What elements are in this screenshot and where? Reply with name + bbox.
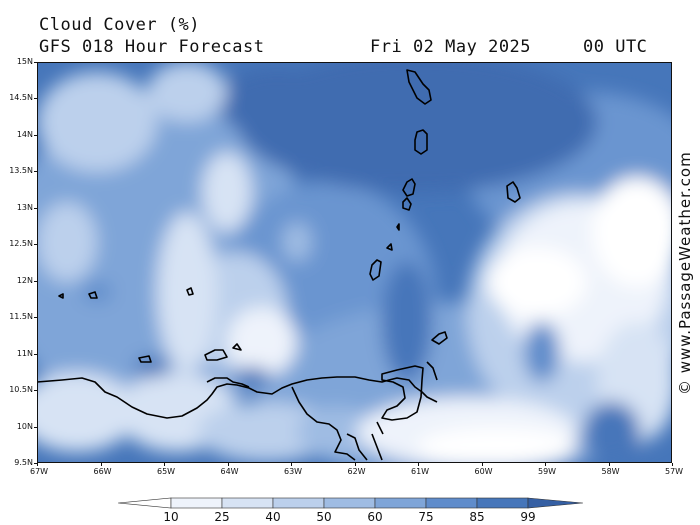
grenada-island [369,259,382,281]
lon-tick-mark [354,463,356,466]
tortuga-island [58,293,64,299]
trinidad-island [381,365,424,421]
lon-tick-mark [100,463,102,466]
legend-swatch [170,497,223,509]
lon-tick-label: 65W [157,467,176,476]
lat-tick-mark [34,463,37,464]
cloud-cover-field [37,62,672,463]
lon-tick-label: 58W [601,467,620,476]
legend-swatch [425,497,478,509]
lon-tick-mark [672,463,673,466]
lon-tick-mark [418,463,419,466]
lat-tick-mark [34,317,37,319]
grenadines-2 [396,223,400,231]
lat-tick-label: 14.5N [9,93,33,103]
lon-tick-label: 61W [411,467,430,476]
lon-tick-label: 67W [30,467,49,476]
legend-label: 99 [520,510,536,524]
margarita-island [204,349,228,361]
lat-tick-label: 12.5N [9,239,33,249]
lat-tick-label: 9.5N [14,458,33,467]
lat-tick-mark [34,426,37,428]
lon-tick-label: 63W [284,467,303,476]
lat-tick-label: 15N [16,57,33,66]
forecast-date: Fri 02 May 2025 [370,37,532,57]
legend-label: 10 [163,510,179,524]
grenadines-1 [386,243,393,251]
color-legend [118,497,583,509]
legend-label: 75 [418,510,434,524]
lat-tick-label: 12N [16,275,33,285]
lon-tick-label: 62W [347,467,366,476]
lat-tick-mark [34,98,37,100]
legend-swatch [374,497,427,509]
delta-coast [346,433,383,461]
legend-swatch [272,497,325,509]
legend-swatch [118,497,172,509]
dominica-island [406,69,432,105]
lat-tick-mark [34,353,37,355]
legend-swatch [221,497,274,509]
lat-tick-label: 11N [16,348,33,358]
cloud-cover-map [37,62,672,463]
lat-tick-mark [34,244,37,246]
martinique-island [414,129,428,155]
tobago-island [431,331,448,345]
lon-tick-label: 59W [538,467,557,476]
lon-tick-mark [545,463,546,466]
legend-swatch [476,497,529,509]
lon-tick-mark [481,463,483,466]
st-vincent-island [402,197,412,211]
gulf-of-paria-coast [291,386,356,461]
forecast-label: GFS 018 Hour Forecast [39,37,265,57]
lat-tick-label: 14N [16,129,33,139]
lon-tick-label: 57W [665,467,684,476]
lon-tick-mark [164,463,165,466]
lon-tick-mark [608,463,610,466]
lat-tick-mark [34,207,37,209]
trinidad-coast-east [376,361,438,435]
forecast-time: 00 UTC [583,37,648,57]
barbados-island [506,181,521,203]
legend-swatch [323,497,376,509]
coche-island [138,355,152,363]
credit-text: © www.PassageWeather.com [676,151,694,395]
legend-swatch [527,497,583,509]
lon-tick-label: 64W [220,467,239,476]
legend-label: 50 [316,510,332,524]
lat-tick-mark [34,171,37,173]
lat-tick-label: 13N [16,202,33,212]
venezuela-coastline [37,376,438,419]
lat-tick-label: 10.5N [9,385,33,395]
lat-tick-label: 11.5N [9,312,33,322]
map-title: Cloud Cover (%) [39,15,201,35]
lon-tick-mark [291,463,292,466]
lon-tick-mark [37,463,38,466]
legend-label: 40 [265,510,281,524]
lat-tick-mark [34,62,37,63]
paria-peninsula [206,377,250,388]
st-lucia-island [402,178,416,197]
los-testigos [186,287,194,296]
legend-label: 85 [469,510,485,524]
lat-tick-label: 13.5N [9,166,33,176]
lon-tick-mark [227,463,229,466]
lon-tick-label: 66W [93,467,112,476]
lat-tick-mark [34,134,37,136]
lat-tick-mark [34,280,37,282]
land-outlines [37,69,521,461]
margarita-west [232,343,242,351]
lat-tick-mark [34,390,37,392]
blanquilla-island [88,291,98,299]
lat-tick-label: 10N [16,421,33,431]
legend-label: 60 [367,510,383,524]
legend-label: 25 [214,510,230,524]
lon-tick-label: 60W [474,467,493,476]
